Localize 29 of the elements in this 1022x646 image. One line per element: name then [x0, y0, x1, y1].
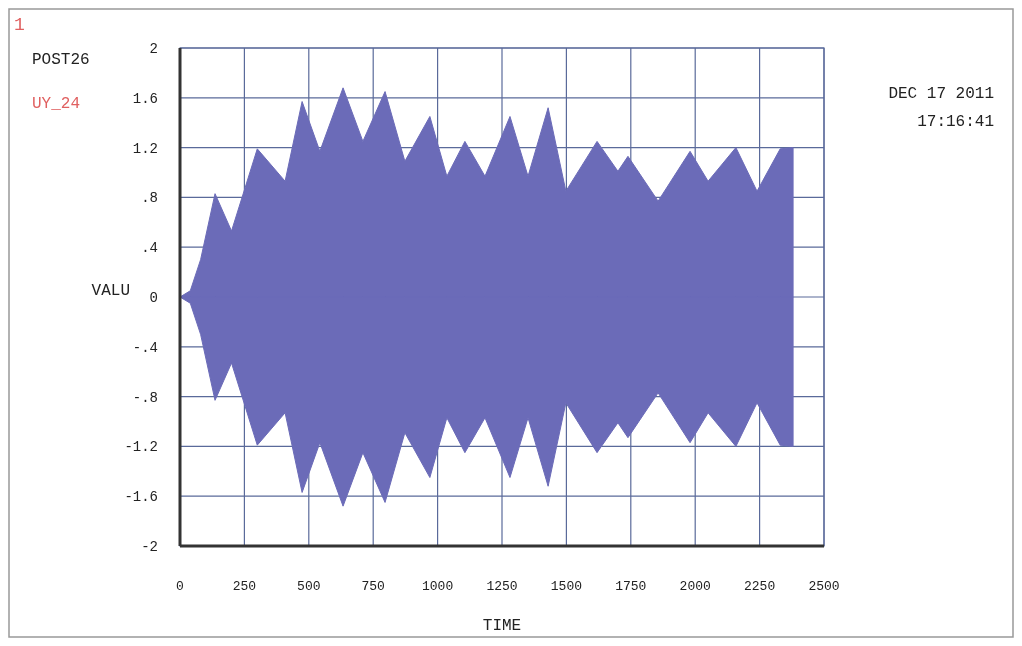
y-tick-label: -.8 — [132, 389, 158, 406]
x-tick-label: 500 — [297, 579, 321, 594]
y-tick-label: -2 — [141, 538, 158, 555]
y-axis-title: VALU — [91, 281, 130, 300]
x-tick-label: 1500 — [550, 579, 583, 594]
text: POST26 — [32, 51, 90, 69]
y-tick-label: -1.2 — [124, 439, 158, 456]
x-tick-label: 1750 — [615, 579, 647, 594]
x-tick-label: 1250 — [486, 579, 518, 594]
x-tick-label: 250 — [232, 579, 257, 594]
y-tick-label: 1.2 — [132, 140, 158, 157]
x-tick-label: 1000 — [421, 579, 454, 594]
x-tick-label: 750 — [361, 579, 385, 594]
text: UY_24 — [32, 95, 81, 113]
x-tick-label: 2500 — [808, 579, 840, 594]
x-tick-label: 2250 — [743, 579, 776, 594]
x-tick-label: 2000 — [679, 579, 711, 594]
text: 17:16:41 — [917, 113, 994, 131]
text: 1 — [14, 15, 25, 35]
y-tick-label: .8 — [141, 190, 158, 207]
text: DEC 17 2011 — [888, 85, 994, 103]
y-tick-label: -.4 — [132, 339, 158, 356]
y-tick-label: 1.6 — [132, 90, 158, 107]
y-tick-label: 0 — [149, 289, 158, 306]
y-tick-label: 2 — [149, 40, 158, 57]
x-axis-title: TIME — [482, 617, 522, 635]
y-tick-label: .4 — [141, 240, 158, 257]
x-tick-label: 0 — [176, 579, 184, 594]
y-tick-label: -1.6 — [124, 489, 158, 506]
